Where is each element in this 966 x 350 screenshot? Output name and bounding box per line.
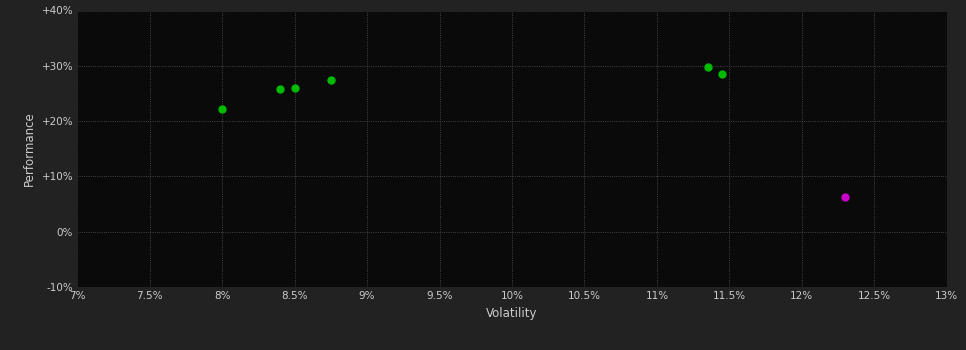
Point bbox=[323, 77, 338, 83]
Point bbox=[287, 85, 302, 91]
X-axis label: Volatility: Volatility bbox=[486, 307, 538, 320]
Y-axis label: Performance: Performance bbox=[23, 111, 36, 186]
Point bbox=[214, 106, 230, 112]
Point bbox=[699, 64, 715, 70]
Point bbox=[714, 71, 729, 77]
Point bbox=[838, 194, 853, 199]
Point bbox=[272, 86, 288, 92]
